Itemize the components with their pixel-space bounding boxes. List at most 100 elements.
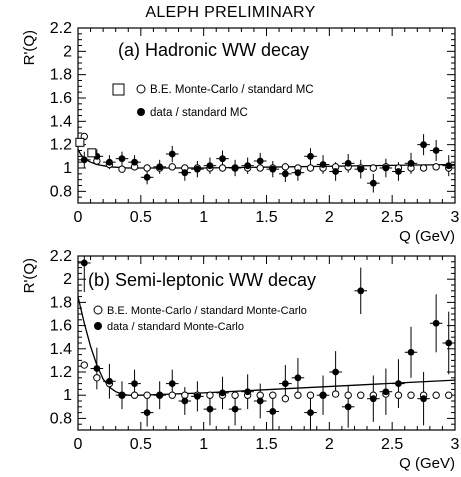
mc-open-circle-point <box>432 391 440 399</box>
x-tick-label: 0.5 <box>130 436 152 453</box>
data-filled-circle-point <box>382 388 390 396</box>
data-filled-circle-point <box>256 397 264 405</box>
data-filled-circle-point <box>294 374 302 382</box>
y-tick-label: 1.8 <box>50 294 72 311</box>
mc-open-circle-point <box>281 163 290 171</box>
data-filled-circle-point <box>106 158 113 166</box>
y-tick-label: 1.4 <box>50 113 72 130</box>
data-filled-circle-point <box>407 159 415 167</box>
panel-title: (b) Semi-leptonic WW decay <box>88 270 316 290</box>
x-tick-label: 1.5 <box>255 209 277 226</box>
data-filled-circle-point <box>156 163 164 171</box>
data-filled-circle-point <box>118 155 126 163</box>
data-filled-circle-point <box>269 165 277 173</box>
data-filled-circle-point <box>168 150 176 158</box>
data-filled-circle-point <box>420 395 427 403</box>
mc-open-circle-point <box>419 164 428 172</box>
y-tick-label: 2.2 <box>50 20 72 37</box>
y-tick-label: 1 <box>63 387 72 404</box>
y-tick-label: 1.2 <box>50 364 72 381</box>
data-filled-circle-point <box>206 162 214 170</box>
data-filled-circle-point <box>332 168 340 175</box>
mc-open-circle-point <box>394 391 403 399</box>
y-tick-label: 1.6 <box>50 318 72 335</box>
data-filled-circle-point <box>206 405 214 413</box>
legend-filled-circle-marker <box>137 108 145 116</box>
data-filled-circle-point <box>143 409 151 416</box>
data-filled-circle-point <box>357 287 365 295</box>
data-filled-circle-point <box>269 408 277 415</box>
mc-open-circle-point <box>256 391 264 399</box>
data-filled-circle-point <box>420 141 427 149</box>
y-tick-label: 2 <box>63 43 72 60</box>
mc-open-circle-point <box>294 391 302 399</box>
y-axis-label: R'(Q) <box>21 30 38 65</box>
x-axis-label: Q (GeV) <box>399 455 455 472</box>
y-tick-label: 0.8 <box>50 183 72 200</box>
data-filled-circle-point <box>93 365 101 372</box>
data-filled-circle-point <box>344 403 352 411</box>
mc-open-circle-point <box>256 164 264 172</box>
data-filled-circle-point <box>219 155 226 163</box>
data-filled-circle-point <box>181 397 189 405</box>
legend-open-circle-marker <box>136 84 146 94</box>
legend-filled-circle-marker <box>94 322 102 330</box>
mc-open-circle-point <box>331 390 340 398</box>
mc-open-circle-point <box>168 163 176 171</box>
panel-b: 0 0.5 1 1.5 2 2.5 3 0.8 1 1.2 1.4 1.6 1.8 2 2.2 Q (GeV)… <box>21 248 460 472</box>
data-filled-circle-point <box>219 389 226 397</box>
data-filled-circle-point <box>395 380 402 387</box>
mc-open-circle-point <box>143 164 151 172</box>
open-square-point <box>75 137 85 147</box>
mc-open-circle-point <box>218 164 227 172</box>
data-filled-circle-point <box>307 409 314 416</box>
mc-open-circle-point <box>407 391 415 399</box>
data-filled-circle-point <box>319 161 327 168</box>
data-filled-circle-point <box>407 348 415 356</box>
fit-curve <box>77 296 456 396</box>
mc-open-circle-point <box>432 163 440 171</box>
data-filled-circle-point <box>181 169 189 177</box>
mc-open-circle-point <box>306 164 315 172</box>
mc-open-circle-point <box>269 391 277 399</box>
x-tick-label: 2 <box>325 436 334 453</box>
data-filled-circle-point <box>332 368 340 376</box>
data-filled-circle-point <box>369 179 377 187</box>
x-tick-label: 1 <box>199 436 208 453</box>
fit-curve <box>77 148 456 169</box>
data-filled-circle-point <box>445 162 453 170</box>
mc-open-circle-point <box>231 391 239 399</box>
data-filled-circle-point <box>231 405 239 413</box>
legend-label: B.E. Monte-Carlo / standard Monte-Carlo <box>107 305 307 317</box>
mc-open-circle-point <box>281 394 290 403</box>
data-filled-circle-point <box>256 157 264 165</box>
data-filled-circle-point <box>307 152 314 160</box>
y-tick-label: 1.6 <box>50 90 72 107</box>
data-filled-circle-point <box>281 170 289 178</box>
y-tick-label: 1.4 <box>50 341 72 358</box>
y-tick-label: 1.8 <box>50 67 72 84</box>
mc-open-circle-point <box>181 391 189 399</box>
mc-open-circle-point <box>130 391 139 399</box>
y-tick-label: 1 <box>63 160 72 177</box>
x-tick-label: 1 <box>199 209 208 226</box>
x-tick-label: 0 <box>74 436 83 453</box>
x-axis-label: Q (GeV) <box>399 228 455 245</box>
mc-open-circle-point <box>445 391 453 399</box>
x-tick-label: 3 <box>451 436 460 453</box>
data-filled-circle-point <box>118 391 126 399</box>
mc-open-circle-point <box>206 391 214 399</box>
legend-open-circle-marker <box>93 305 103 315</box>
x-tick-label: 2.5 <box>381 436 403 453</box>
data-filled-circle-point <box>281 380 289 387</box>
mc-open-circle-point <box>306 391 315 399</box>
data-filled-circle-point <box>344 159 352 167</box>
data-filled-circle-point <box>432 319 440 327</box>
data-filled-circle-point <box>357 165 365 173</box>
mc-open-circle-point <box>80 361 88 369</box>
figure-title: ALEPH PRELIMINARY <box>145 4 316 21</box>
x-tick-label: 0.5 <box>130 209 152 226</box>
data-filled-circle-point <box>106 377 113 385</box>
data-filled-circle-point <box>382 164 390 172</box>
